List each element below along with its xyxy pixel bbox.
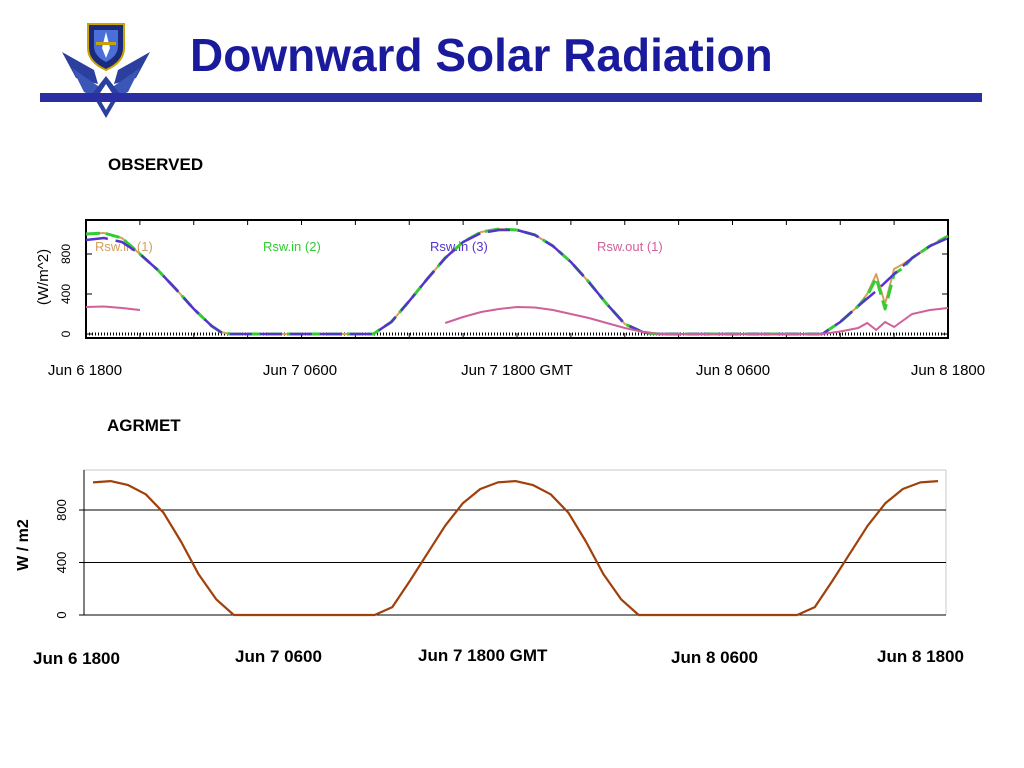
agrmet-xtick-label: Jun 6 1800	[33, 649, 120, 668]
observed-xtick-label: Jun 6 1800	[48, 362, 122, 379]
observed-chart: 0 400 800 (W/m^2) Jun 6 1800 Jun 7 0600 Jun 7 …	[35, 219, 985, 379]
observed-series-line	[85, 228, 949, 336]
agrmet-ytick-label: 400	[54, 552, 69, 574]
agrmet-label: AGRMET	[107, 416, 181, 435]
observed-ylabel: (W/m^2)	[35, 249, 52, 305]
title-rule	[40, 93, 982, 102]
observed-xtick-label: Jun 8 0600	[696, 362, 770, 379]
observed-series-line	[85, 227, 949, 336]
observed-ytick-label: 800	[59, 244, 73, 264]
observed-series-line	[85, 305, 141, 311]
agrmet-ytick-label: 800	[54, 499, 69, 521]
page-title: Downward Solar Radiation	[190, 29, 773, 81]
agrmet-chart: 0 400 800 W / m2	[15, 469, 947, 619]
observed-legend-entry: Rsw.in (1)	[95, 239, 153, 254]
observed-legend-entry: Rsw.out (1)	[597, 239, 663, 254]
agrmet-ylabel: W / m2	[15, 519, 32, 571]
observed-plot-frame	[85, 219, 949, 339]
observed-ytick-label: 400	[59, 284, 73, 304]
observed-xtick-label: Jun 7 0600	[263, 362, 337, 379]
observed-xtick-label: Jun 8 1800	[911, 362, 985, 379]
agrmet-xtick-label: Jun 8 0600	[671, 648, 758, 667]
agrmet-xtick-label: Jun 7 1800 GMT	[418, 646, 548, 665]
agrmet-xtick-label: Jun 8 1800	[877, 647, 964, 666]
observed-series-line	[85, 228, 949, 335]
agrmet-ytick-label: 0	[54, 611, 69, 618]
agrmet-xtick-label: Jun 7 0600	[235, 647, 322, 666]
observed-xtick-label: Jun 7 1800 GMT	[461, 362, 573, 379]
agrmet-series-line	[92, 480, 939, 617]
observed-series-line	[444, 305, 949, 335]
observed-legend-entry: Rsw.in (2)	[263, 239, 321, 254]
observed-ytick-label: 0	[59, 330, 73, 337]
observed-label: OBSERVED	[108, 155, 204, 174]
air-force-wings-logo-icon	[62, 23, 150, 118]
